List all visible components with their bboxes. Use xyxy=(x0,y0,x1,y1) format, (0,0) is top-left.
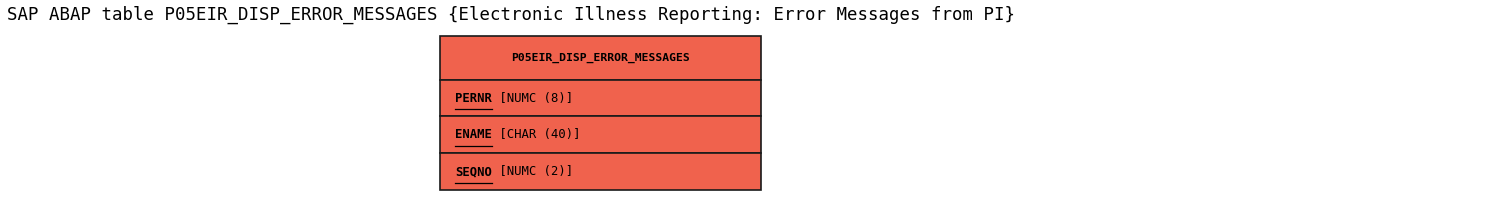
Text: SAP ABAP table P05EIR_DISP_ERROR_MESSAGES {Electronic Illness Reporting: Error M: SAP ABAP table P05EIR_DISP_ERROR_MESSAGE… xyxy=(7,6,1016,24)
Text: [NUMC (8)]: [NUMC (8)] xyxy=(492,92,573,104)
FancyBboxPatch shape xyxy=(440,80,761,116)
FancyBboxPatch shape xyxy=(440,116,761,153)
Text: P05EIR_DISP_ERROR_MESSAGES: P05EIR_DISP_ERROR_MESSAGES xyxy=(512,53,689,63)
Text: [NUMC (2)]: [NUMC (2)] xyxy=(492,165,573,178)
Text: [CHAR (40)]: [CHAR (40)] xyxy=(492,128,580,141)
FancyBboxPatch shape xyxy=(440,153,761,190)
FancyBboxPatch shape xyxy=(440,36,761,80)
Text: SEQNO: SEQNO xyxy=(455,165,492,178)
Text: PERNR: PERNR xyxy=(455,92,492,104)
Text: ENAME: ENAME xyxy=(455,128,492,141)
